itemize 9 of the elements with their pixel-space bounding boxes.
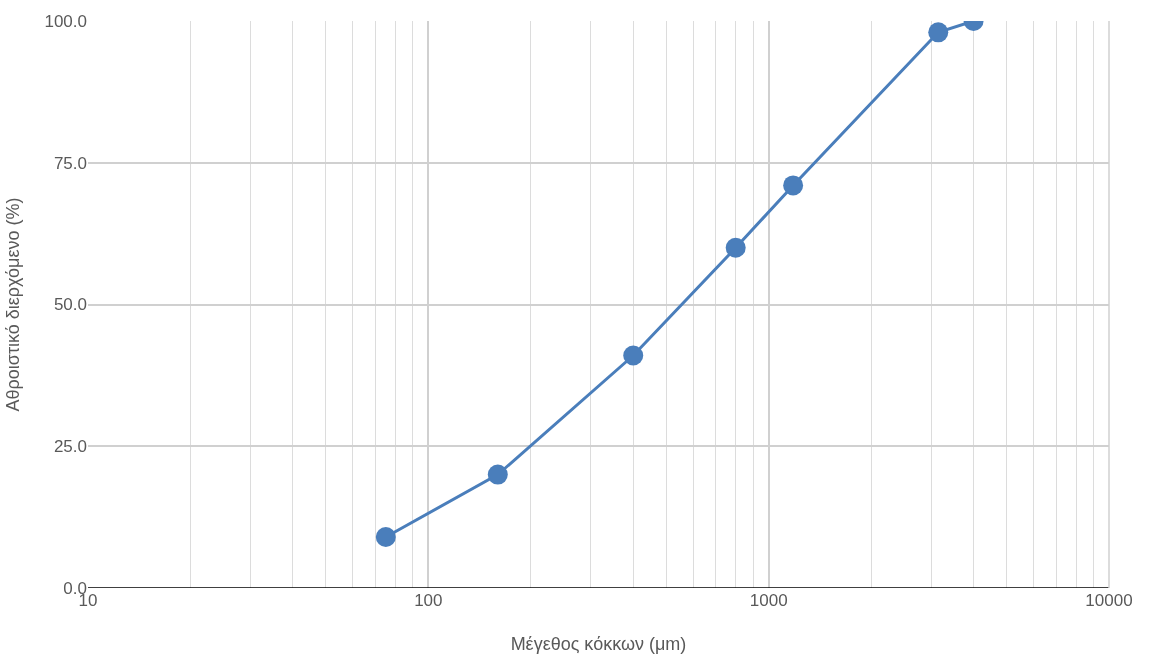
y-tick-label: 100.0 [44,11,87,31]
y-tick-label: 25.0 [53,437,87,457]
y-tick-label: 75.0 [53,153,87,173]
y-tick-label: 50.0 [53,295,87,315]
x-tick-label: 10000 [1085,591,1133,610]
y-axis-title: Αθροιστικό διερχόμενο (%) [2,197,23,412]
x-tick-label: 1000 [749,591,788,610]
x-axis-title: Μέγεθος κόκκων (μm) [510,634,687,655]
x-tick-label: 100 [414,591,443,610]
